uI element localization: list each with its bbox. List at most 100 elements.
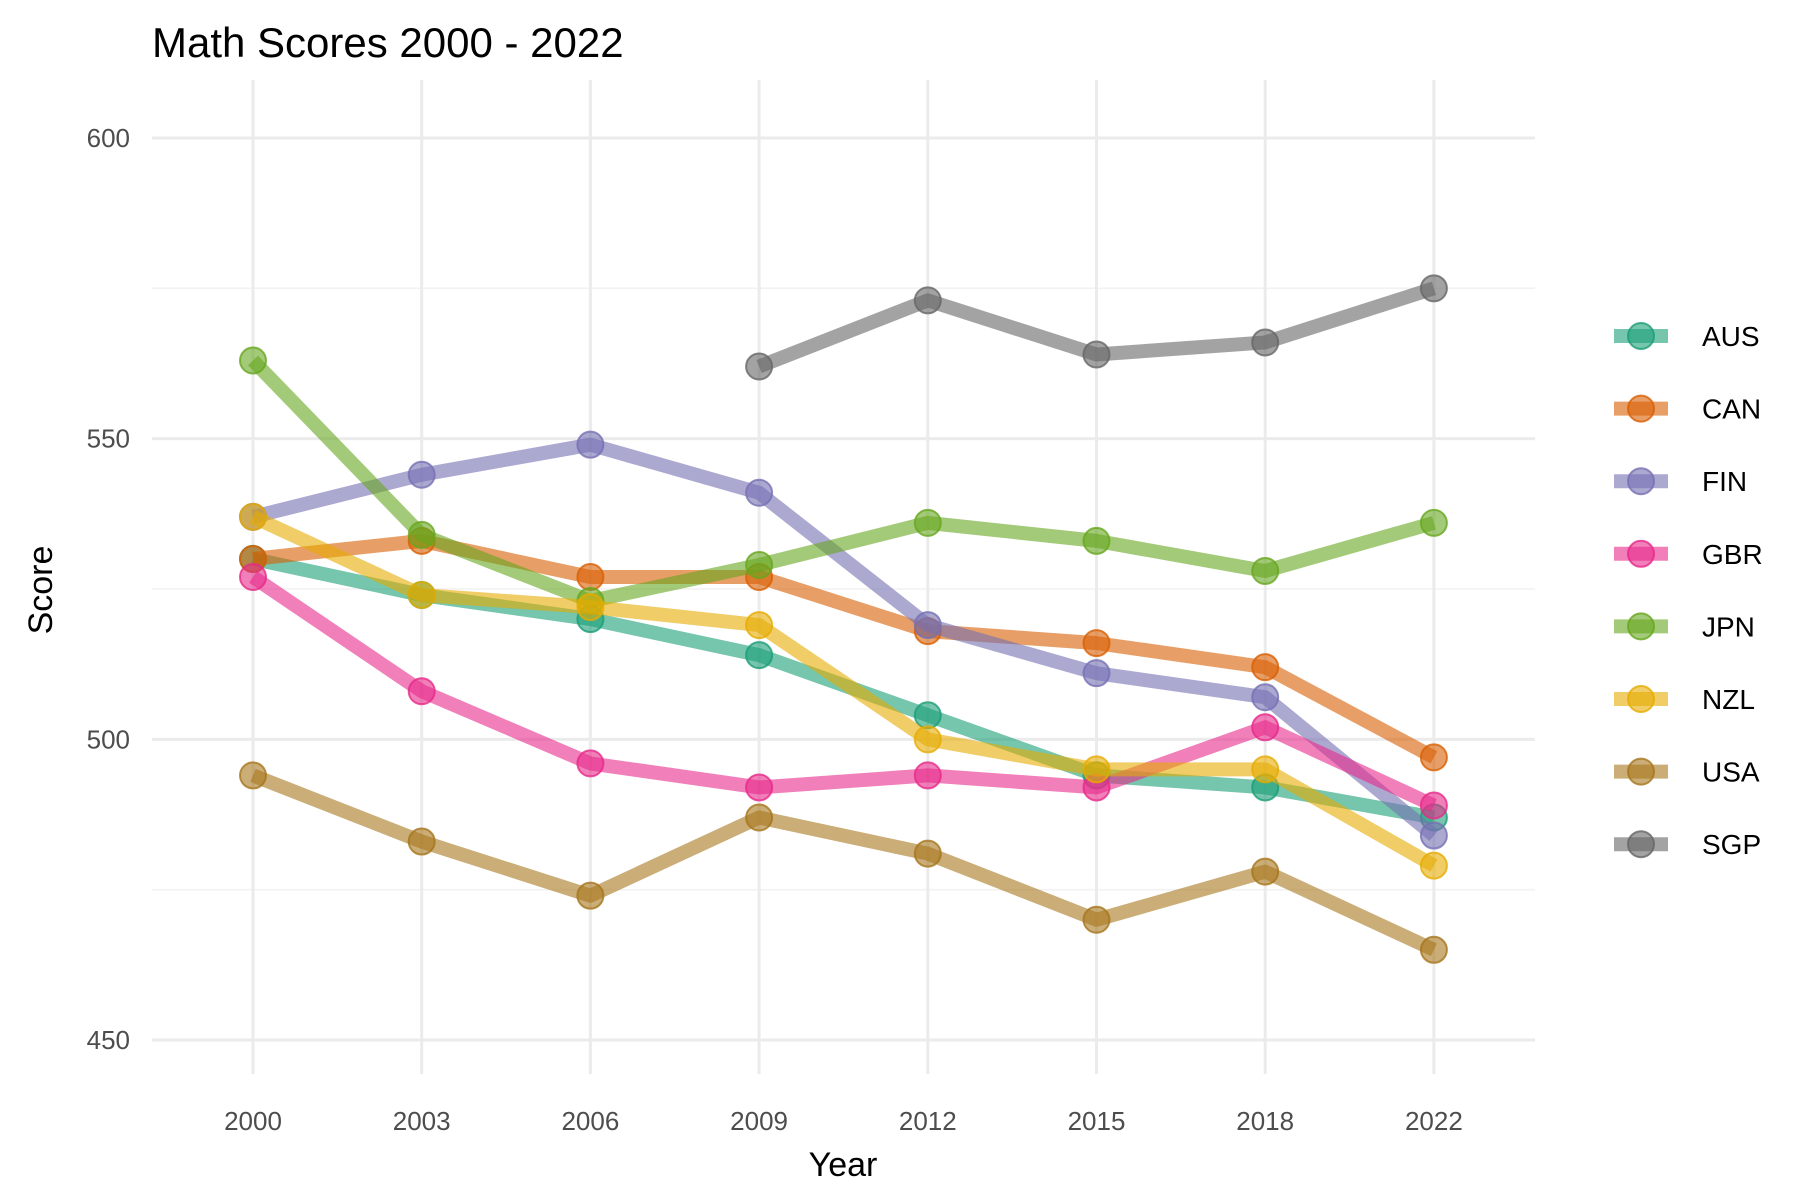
data-point [1251, 857, 1280, 886]
series-usa [239, 761, 1448, 964]
data-point [239, 562, 267, 591]
data-point [745, 641, 774, 670]
data-point [745, 803, 774, 832]
data-point [576, 881, 605, 910]
x-tick-label: 2015 [1068, 1106, 1126, 1136]
data-point [1082, 340, 1111, 369]
series-fin [239, 430, 1448, 850]
data-point [239, 346, 267, 375]
data-point [576, 593, 605, 622]
data-point [913, 725, 942, 754]
legend-item-fin: FIN [1614, 466, 1747, 497]
data-point [1419, 508, 1448, 537]
x-axis-label: Year [809, 1146, 878, 1184]
data-point [745, 611, 774, 640]
chart-title: Math Scores 2000 - 2022 [152, 19, 624, 66]
data-point [1419, 821, 1448, 850]
legend-key-point [1627, 612, 1655, 641]
data-point [1251, 556, 1280, 585]
data-point [1251, 755, 1280, 784]
legend-item-jpn: JPN [1614, 611, 1755, 642]
series-line [250, 510, 1438, 872]
data-point [239, 502, 267, 531]
data-point [913, 701, 942, 730]
data-point [407, 677, 436, 706]
data-point [745, 478, 774, 507]
data-point [1082, 629, 1111, 658]
series-line [249, 571, 1437, 812]
legend-label: AUS [1702, 321, 1760, 352]
legend-label: NZL [1702, 684, 1755, 715]
legend-item-gbr: GBR [1614, 539, 1763, 570]
legend-key-point [1627, 467, 1655, 496]
data-point [1251, 328, 1280, 357]
legend-label: JPN [1702, 611, 1755, 642]
legend-item-aus: AUS [1614, 321, 1760, 352]
series-line [250, 768, 1437, 957]
y-tick-label: 500 [87, 724, 130, 754]
data-point [1419, 935, 1448, 964]
data-point [745, 773, 774, 802]
y-tick-label: 450 [87, 1025, 130, 1055]
data-point [576, 562, 605, 591]
data-point [745, 550, 774, 579]
data-point [1419, 743, 1448, 772]
x-tick-label: 2009 [730, 1106, 788, 1136]
data-point [1082, 659, 1111, 688]
legend-label: GBR [1702, 539, 1763, 570]
data-point [407, 827, 436, 856]
x-tick-label: 2003 [393, 1106, 451, 1136]
legend-label: SGP [1702, 829, 1761, 860]
x-tick-label: 2006 [561, 1106, 619, 1136]
x-axis-ticks: 2000 2003 2006 2009 2012 2015 2018 2022 [224, 1106, 1463, 1136]
y-tick-label: 600 [87, 123, 130, 153]
legend-key-point [1627, 757, 1655, 786]
data-point [913, 761, 942, 790]
series-line [247, 355, 1436, 609]
legend-item-usa: USA [1614, 757, 1760, 788]
y-axis-ticks: 450 500 550 600 [87, 123, 130, 1055]
data-point [1082, 755, 1111, 784]
legend-label: FIN [1702, 466, 1747, 497]
x-tick-label: 2000 [224, 1106, 282, 1136]
series-line [251, 437, 1439, 841]
x-tick-label: 2022 [1405, 1106, 1463, 1136]
data-point [913, 839, 942, 868]
data-point [1082, 526, 1111, 555]
legend-key-point [1627, 322, 1655, 350]
legend-key-point [1627, 685, 1655, 713]
series-layer [239, 274, 1448, 964]
data-point [1251, 683, 1280, 712]
y-axis-label: Score [22, 546, 60, 635]
series-gbr [239, 562, 1448, 820]
data-point [239, 761, 267, 790]
legend-label: USA [1702, 757, 1760, 788]
data-point [1419, 274, 1448, 303]
legend-label: CAN [1702, 394, 1761, 425]
x-tick-label: 2012 [899, 1106, 957, 1136]
data-point [1419, 851, 1448, 880]
data-point [1251, 713, 1280, 742]
legend-key-point [1627, 394, 1655, 423]
data-point [745, 352, 774, 381]
series-nzl [239, 502, 1448, 880]
data-point [1419, 791, 1448, 820]
legend-item-nzl: NZL [1614, 684, 1755, 715]
data-point [576, 749, 605, 778]
data-point [1082, 905, 1111, 934]
series-sgp [745, 274, 1448, 381]
data-point [913, 286, 942, 315]
data-point [576, 430, 605, 459]
data-point [913, 508, 942, 537]
data-point [407, 460, 436, 489]
legend-key-point [1627, 539, 1655, 568]
data-point [407, 581, 436, 610]
legend-item-sgp: SGP [1614, 829, 1761, 860]
legend: AUS CAN FIN GBR JPN NZL USA SGP [1614, 321, 1763, 860]
data-point [407, 520, 436, 549]
x-tick-label: 2018 [1236, 1106, 1294, 1136]
data-point [913, 611, 942, 640]
legend-key-point [1627, 830, 1655, 859]
data-point [1251, 653, 1280, 682]
